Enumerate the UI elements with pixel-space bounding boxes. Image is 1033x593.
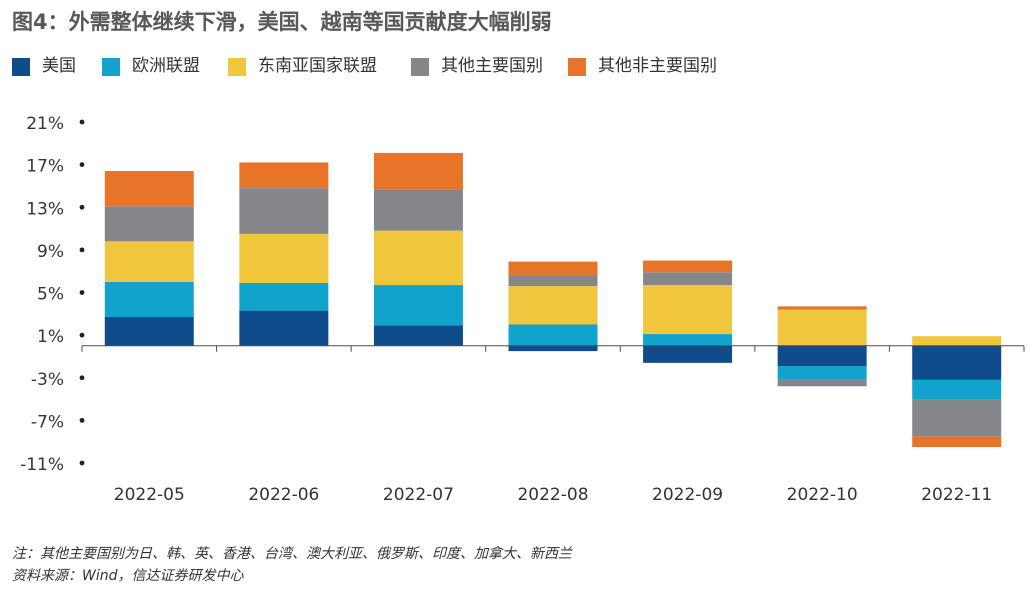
bar-segment-2022-06-s3 xyxy=(239,188,329,234)
source-note: 资料来源：Wind，信达证券研发中心 xyxy=(12,568,244,584)
bar-segment-2022-07-s3 xyxy=(373,189,463,231)
y-tick-dot xyxy=(79,332,85,338)
x-tick-label: 2022-07 xyxy=(383,485,454,505)
y-tick-label: -7% xyxy=(31,412,64,432)
y-tick-label: 17% xyxy=(26,157,64,177)
chart-note: 注：其他主要国别为日、韩、英、香港、台湾、澳大利亚、俄罗斯、印度、加拿大、新西兰 xyxy=(12,546,572,562)
x-tick-label: 2022-09 xyxy=(652,485,723,505)
bar-segment-2022-05-s0 xyxy=(104,317,194,346)
legend-swatch-asean xyxy=(228,58,246,76)
legend-label-asean: 东南亚国家联盟 xyxy=(258,56,377,76)
bar-segment-2022-09-s1 xyxy=(643,334,733,346)
bar-segment-2022-06-s4 xyxy=(239,162,329,189)
y-tick-label: 5% xyxy=(37,285,64,305)
legend-swatch-other-major xyxy=(411,58,429,76)
bar-segment-2022-10-s4 xyxy=(777,306,867,310)
bar-segment-2022-06-s1 xyxy=(239,282,329,311)
bar-segment-2022-11-s3 xyxy=(912,399,1002,437)
bar-segment-2022-08-s4 xyxy=(508,261,598,276)
chart-title: 图4：外需整体继续下滑，美国、越南等国贡献度大幅削弱 xyxy=(12,10,552,34)
bar-segment-2022-11-s2 xyxy=(912,336,1002,346)
bar-segment-2022-09-s3 xyxy=(643,272,733,286)
y-tick-label: 21% xyxy=(26,114,64,134)
bar-segment-2022-05-s3 xyxy=(104,206,194,242)
bar-segment-2022-11-s1 xyxy=(912,379,1002,400)
legend-label-other-major: 其他主要国别 xyxy=(441,56,543,76)
y-tick-dot xyxy=(79,247,85,253)
bar-segment-2022-08-s3 xyxy=(508,275,598,287)
bar-segment-2022-10-s2 xyxy=(777,309,867,346)
y-tick-label: -11% xyxy=(20,455,64,475)
legend-swatch-other-nonmajor xyxy=(568,58,586,76)
y-tick-label: -3% xyxy=(31,370,64,390)
y-tick-label: 1% xyxy=(37,327,64,347)
bar-segment-2022-09-s0 xyxy=(643,345,733,363)
x-tick-label: 2022-10 xyxy=(787,485,858,505)
y-tick-label: 9% xyxy=(37,242,64,262)
bar-segment-2022-05-s2 xyxy=(104,241,194,282)
legend-swatch-eu xyxy=(102,58,120,76)
y-tick-dot xyxy=(79,119,85,125)
y-tick-dot xyxy=(79,417,85,423)
y-tick-dot xyxy=(79,204,85,210)
bar-segment-2022-07-s4 xyxy=(373,152,463,190)
y-tick-dot xyxy=(79,460,85,466)
x-tick-label: 2022-06 xyxy=(248,485,319,505)
x-tick-label: 2022-05 xyxy=(114,485,185,505)
bar-segment-2022-09-s2 xyxy=(643,285,733,335)
bar-segment-2022-11-s0 xyxy=(912,345,1002,380)
bar-segment-2022-05-s1 xyxy=(104,281,194,318)
y-tick-dot xyxy=(79,375,85,381)
y-tick-label: 13% xyxy=(26,199,64,219)
legend-label-eu: 欧洲联盟 xyxy=(132,56,200,76)
bar-segment-2022-10-s3 xyxy=(777,379,867,387)
bar-segment-2022-11-s4 xyxy=(912,436,1002,448)
y-tick-dot xyxy=(79,162,85,168)
bar-segment-2022-10-s1 xyxy=(777,366,867,380)
bar-segment-2022-07-s0 xyxy=(373,325,463,346)
bar-segment-2022-08-s2 xyxy=(508,286,598,325)
y-tick-dot xyxy=(79,290,85,295)
bar-segment-2022-06-s2 xyxy=(239,233,329,283)
bar-segment-2022-08-s0 xyxy=(508,345,598,352)
bar-segment-2022-09-s4 xyxy=(643,260,733,273)
bar-segment-2022-07-s1 xyxy=(373,285,463,326)
legend-swatch-us xyxy=(12,58,30,76)
bar-segment-2022-07-s2 xyxy=(373,230,463,286)
bar-segment-2022-06-s0 xyxy=(239,310,329,346)
legend-label-us: 美国 xyxy=(42,56,76,76)
bar-segment-2022-10-s0 xyxy=(777,345,867,367)
bar-segment-2022-08-s1 xyxy=(508,324,598,346)
bar-segment-2022-05-s4 xyxy=(104,171,194,207)
x-tick-label: 2022-08 xyxy=(517,485,588,505)
x-tick-label: 2022-11 xyxy=(921,485,992,505)
legend-label-other-nonmajor: 其他非主要国别 xyxy=(598,56,717,76)
